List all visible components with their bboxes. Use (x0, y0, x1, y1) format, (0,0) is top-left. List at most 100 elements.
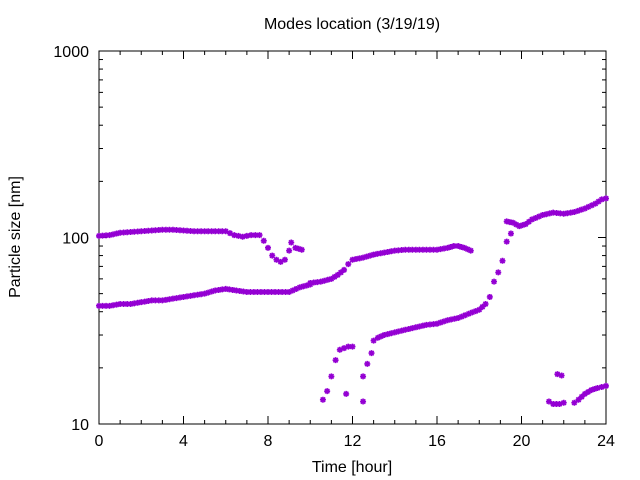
data-point (212, 287, 219, 294)
y-tick-label: 1000 (53, 44, 89, 61)
data-point (437, 246, 444, 253)
data-point (317, 278, 324, 285)
data-point (447, 243, 454, 250)
data-point (281, 256, 288, 263)
data-point (260, 237, 267, 244)
data-point (215, 228, 222, 235)
data-point (603, 195, 609, 202)
data-point (282, 289, 289, 296)
data-point (416, 323, 423, 330)
data-point (391, 329, 398, 336)
data-point (434, 246, 440, 253)
data-point (265, 244, 271, 251)
data-point (141, 298, 148, 305)
data-point (529, 216, 536, 223)
data-point (205, 228, 212, 235)
data-point (567, 209, 574, 216)
data-point (356, 255, 363, 262)
x-tick-label: 12 (344, 433, 362, 450)
data-point (349, 343, 356, 350)
data-point (173, 295, 180, 302)
axis-tick-labels: 0 4 8 12 16 20 24 10 100 1000 (53, 44, 615, 450)
data-point (113, 301, 120, 308)
data-point (441, 245, 448, 252)
x-tick-label: 24 (597, 433, 615, 450)
data-point (360, 398, 367, 405)
data-point (289, 287, 296, 294)
data-point (479, 303, 486, 310)
data-point (257, 289, 264, 296)
data-point (194, 228, 201, 235)
data-point (444, 244, 451, 251)
data-point (99, 232, 106, 239)
data-point (328, 275, 335, 282)
data-point (398, 327, 405, 334)
data-point (585, 388, 592, 395)
data-point (236, 287, 243, 294)
data-point (370, 337, 377, 344)
data-point (506, 219, 513, 226)
data-point (546, 210, 553, 217)
data-point (519, 222, 526, 229)
data-point (286, 289, 293, 296)
data-point (381, 249, 388, 256)
data-point (254, 289, 261, 296)
data-point (198, 228, 205, 235)
data-point (499, 257, 506, 264)
data-point (543, 211, 550, 218)
data-point (296, 284, 303, 291)
data-point (486, 293, 493, 300)
data-point (594, 384, 601, 391)
data-point (328, 373, 335, 380)
data-point (269, 252, 276, 259)
data-point (176, 294, 183, 301)
data-point (152, 227, 159, 234)
data-point (110, 302, 117, 309)
data-point (591, 386, 598, 393)
data-point (450, 243, 457, 250)
data-point (536, 213, 543, 220)
data-point (152, 297, 159, 304)
data-point (159, 297, 166, 304)
x-tick-label: 8 (264, 433, 273, 450)
data-point (395, 328, 402, 335)
data-point (113, 230, 120, 237)
data-point (120, 300, 127, 307)
data-point (378, 333, 385, 340)
data-point (120, 229, 127, 236)
data-point (592, 200, 599, 207)
data-point (467, 247, 474, 254)
data-point (208, 228, 215, 235)
data-point (416, 246, 423, 253)
data-point (184, 293, 191, 300)
data-point (571, 209, 578, 216)
data-point (208, 288, 215, 295)
data-point (215, 286, 222, 293)
data-point (426, 321, 433, 328)
data-point (334, 271, 341, 278)
data-point (345, 261, 352, 268)
data-point (341, 266, 348, 273)
y-axis-label: Particle size [nm] (7, 176, 24, 298)
data-point (374, 334, 381, 341)
data-point (441, 318, 448, 325)
data-point (173, 227, 180, 234)
data-point (469, 309, 476, 316)
data-point (588, 202, 595, 209)
data-point (162, 296, 169, 303)
data-point (184, 227, 191, 234)
data-point (553, 401, 560, 408)
data-point (131, 228, 138, 235)
data-point (138, 228, 145, 235)
data-point (279, 289, 286, 296)
data-point (556, 401, 563, 408)
data-point (472, 308, 479, 315)
data-point (321, 277, 328, 284)
data-point (205, 289, 212, 296)
data-point (162, 226, 169, 233)
x-tick-label: 0 (95, 433, 104, 450)
data-point (155, 297, 162, 304)
data-point (482, 300, 489, 307)
data-point (405, 325, 412, 332)
data-point (201, 228, 208, 235)
